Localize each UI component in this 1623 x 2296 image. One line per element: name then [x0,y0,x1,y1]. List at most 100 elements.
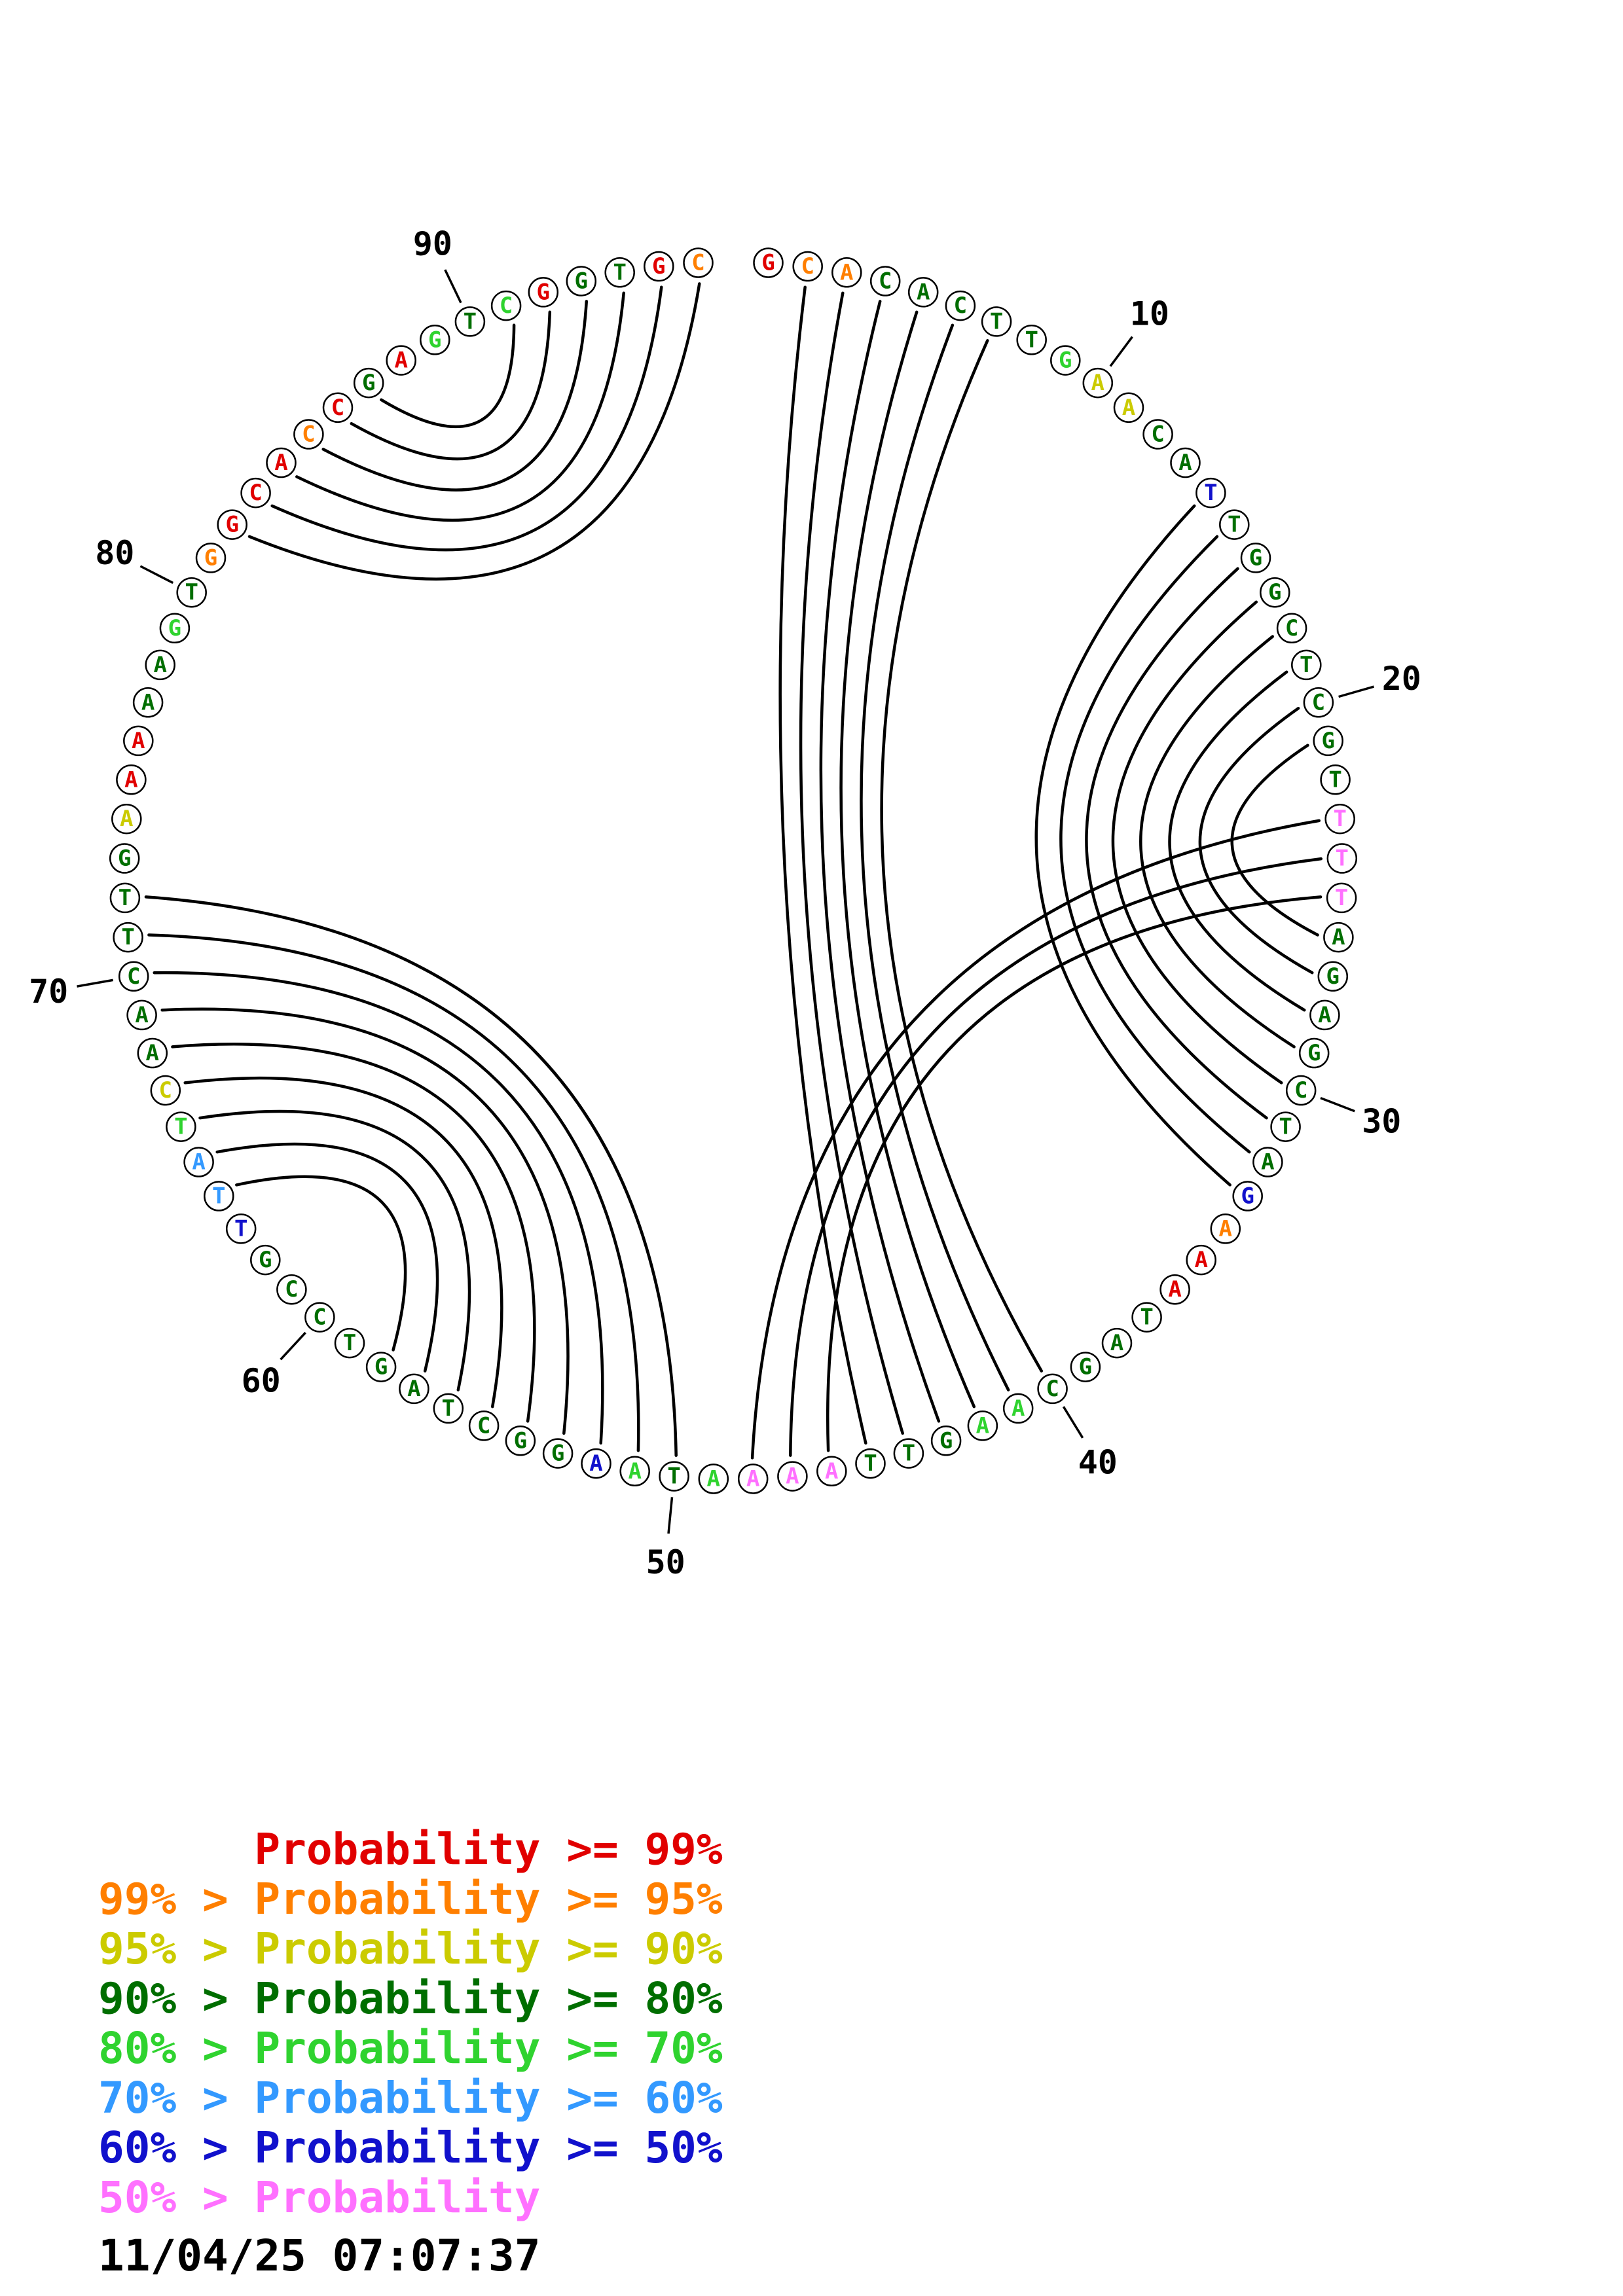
position-tick [1320,1096,1355,1113]
nucleotide-base: C [1151,422,1164,448]
nucleotide-circle [816,1456,847,1487]
nucleotide-circle [183,1147,214,1177]
nucleotide-circle [123,725,154,757]
nucleotide-circle [195,543,227,573]
nucleotide-circle [659,1461,689,1492]
nucleotide-base: G [514,1427,527,1454]
nucleotide-base: A [917,279,930,305]
nucleotide-base: A [1012,1395,1025,1422]
nucleotide-circle [945,290,976,321]
nucleotide-circle [1309,999,1340,1031]
nucleotide-base: A [146,1040,159,1066]
nucleotide-circle [1326,843,1358,874]
nucleotide-circle [1252,1147,1283,1177]
basepair-arc [144,895,678,1457]
nucleotide-circle [266,447,297,478]
nucleotide-base: A [120,806,133,832]
nucleotide-base: G [761,250,775,276]
nucleotide-circle [1195,477,1226,509]
nucleotide-base: G [575,268,588,295]
nucleotide-circle [1326,882,1357,914]
nucleotide-base: C [313,1304,326,1331]
basepair-arc [1139,635,1296,1049]
nucleotide-circle [1002,1393,1034,1424]
nucleotide-circle [1016,325,1047,355]
nucleotide-base: A [628,1458,641,1484]
basepair-arc [295,291,625,522]
nucleotide-base: C [1285,615,1298,641]
nucleotide-circle [1303,687,1334,718]
nucleotide-base: T [1335,885,1348,911]
nucleotide-circle [1186,1244,1216,1276]
nucleotide-base: C [1046,1376,1059,1402]
nucleotide-base: T [121,924,134,950]
nucleotide-base: G [1249,545,1262,571]
nucleotide-circle [1324,803,1355,834]
nucleotide-circle [145,649,175,681]
nucleotide-circle [907,277,939,308]
nucleotide-base: T [613,259,626,285]
nucleotide-circle [166,1111,196,1142]
nucleotide-base: C [159,1077,172,1103]
position-label: 50 [646,1543,685,1581]
nucleotide-circle [116,764,147,795]
nucleotide-base: C [127,963,140,990]
nucleotide-base: A [153,652,166,678]
nucleotide-base: A [976,1412,989,1439]
legend-line-p60: 70% > Probability >= 60% [98,2073,723,2123]
legend-line-p95: 99% > Probability >= 95% [98,1874,723,1924]
nucleotide-base: G [225,512,238,538]
nucleotide-base: C [500,293,513,319]
nucleotide-base: G [118,846,131,872]
nucleotide-base: T [1204,480,1217,506]
position-tick [280,1331,306,1361]
position-tick [444,269,462,304]
nucleotide-circle [1037,1373,1068,1405]
nucleotide-circle [150,1075,181,1106]
nucleotide-base: T [343,1330,356,1356]
basepair-arc [247,282,701,581]
legend-line-p99: Probability >= 99% [98,1824,723,1874]
nucleotide-base: T [119,885,132,911]
nucleotide-base: A [1168,1276,1181,1302]
position-label: 70 [29,973,68,1011]
nucleotide-base: A [1122,395,1135,421]
nucleotide-circle [1170,447,1201,478]
nucleotide-circle [304,1302,335,1333]
probability-legend: Probability >= 99% 99% > Probability >= 9… [98,1825,723,2223]
nucleotide-base: A [1091,370,1104,396]
nucleotide-base: A [825,1458,838,1484]
nucleotide-circle [869,266,901,296]
nucleotide-base: G [259,1247,272,1273]
nucleotide-circle [137,1037,168,1069]
nucleotide-base: C [249,480,262,506]
nucleotide-circle [792,251,823,282]
basepair-arc [1230,744,1319,937]
nucleotide-circle [118,961,149,992]
nucleotide-base: C [331,395,344,421]
nucleotide-base: G [652,253,665,279]
nucleotide-circle [322,392,354,423]
nucleotide-circle [225,1213,257,1244]
basepair-arc [380,323,516,429]
nucleotide-circle [433,1393,464,1424]
nucleotide-circle [831,257,862,288]
nucleotide-base: A [124,766,137,793]
basepair-arc [198,1109,471,1391]
basepair-arc [778,285,867,1445]
basepair-arc [789,857,1323,1457]
nucleotide-base: T [1228,512,1241,538]
basepair-arc [880,339,1044,1372]
nucleotide-base: G [537,279,550,305]
nucleotide-base: A [746,1466,759,1492]
nucleotide-base: T [990,308,1003,334]
nucleotide-circle [250,1244,281,1276]
legend-line-plt50: 50% > Probability [98,2172,541,2223]
nucleotide-circle [1142,419,1173,450]
position-label: 60 [242,1362,281,1400]
nucleotide-base: A [1332,924,1345,950]
basepair-arc [171,1043,536,1423]
nucleotide-circle [604,257,635,288]
position-label: 10 [1130,295,1169,332]
basepair-arc [1034,504,1231,1187]
